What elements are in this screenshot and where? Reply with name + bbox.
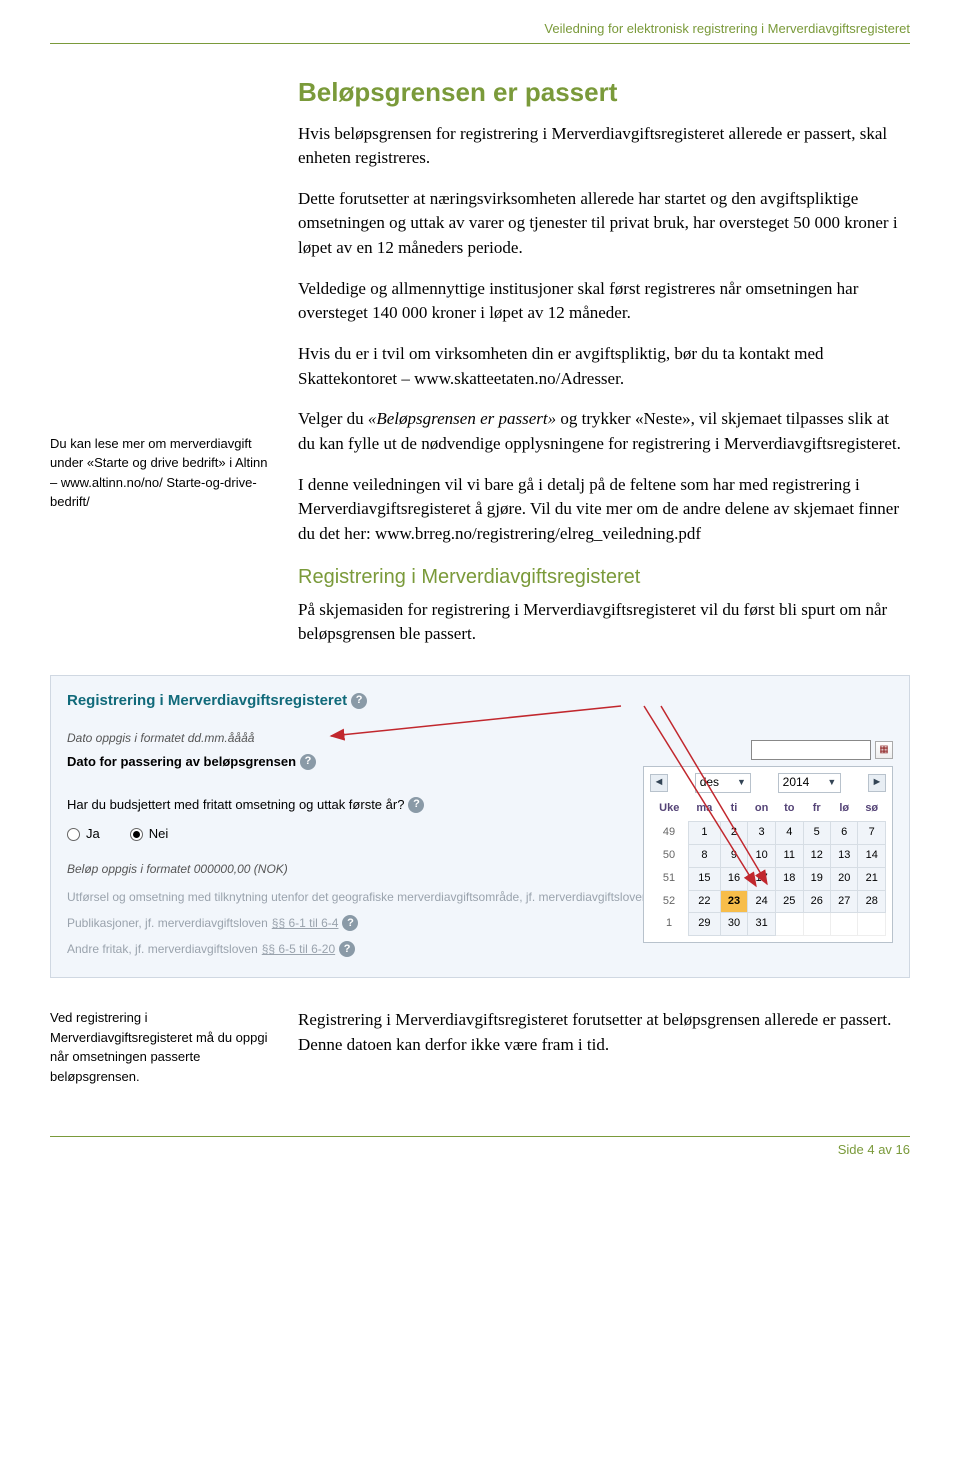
calendar-day[interactable]: 21 (858, 867, 886, 890)
calendar-day[interactable]: 9 (720, 844, 747, 867)
calendar-day[interactable]: 6 (830, 821, 857, 844)
calendar-day[interactable]: 31 (748, 913, 776, 936)
paragraph-6: I denne veiledningen vil vi bare gå i de… (298, 473, 910, 547)
calendar-icon[interactable]: ▦ (875, 741, 893, 759)
calendar-day (858, 913, 886, 936)
header-text: Veiledning for elektronisk registrering … (50, 20, 910, 44)
calendar-day[interactable]: 8 (689, 844, 721, 867)
calendar-day[interactable]: 15 (689, 867, 721, 890)
calendar-day: 50 (650, 844, 689, 867)
calendar-day[interactable]: 13 (830, 844, 857, 867)
calendar-day[interactable]: 2 (720, 821, 747, 844)
calendar-day[interactable]: 18 (776, 867, 803, 890)
calendar-day (803, 913, 830, 936)
calendar-day[interactable]: 11 (776, 844, 803, 867)
calendar-day[interactable]: 19 (803, 867, 830, 890)
paragraph-2: Dette forutsetter at næringsvirksomheten… (298, 187, 910, 261)
paragraph-5: Velger du «Beløpsgrensen er passert» og … (298, 407, 910, 456)
calendar-day: 52 (650, 890, 689, 913)
calendar-day[interactable]: 16 (720, 867, 747, 890)
help-icon[interactable]: ? (351, 693, 367, 709)
bottom-paragraph: Registrering i Merverdiavgiftsregisteret… (298, 1008, 910, 1057)
calendar-day[interactable]: 1 (689, 821, 721, 844)
calendar-day[interactable]: 26 (803, 890, 830, 913)
help-icon[interactable]: ? (300, 754, 316, 770)
calendar-day[interactable]: 5 (803, 821, 830, 844)
calendar-day: 49 (650, 821, 689, 844)
calendar-day[interactable]: 4 (776, 821, 803, 844)
calendar-day[interactable]: 12 (803, 844, 830, 867)
calendar-day: 51 (650, 867, 689, 890)
calendar-day[interactable]: 14 (858, 844, 886, 867)
calendar-day[interactable]: 28 (858, 890, 886, 913)
help-icon[interactable]: ? (408, 797, 424, 813)
calendar-day[interactable]: 17 (748, 867, 776, 890)
calendar-grid[interactable]: Ukemationtofrløsø 4912345675089101112131… (650, 797, 886, 937)
paragraph-3: Veldedige og allmennyttige institusjoner… (298, 277, 910, 326)
sidebar-note: Du kan lese mer om merverdiavgift under … (50, 74, 270, 663)
month-select[interactable]: des▼ (695, 773, 751, 793)
help-icon: ? (342, 915, 358, 931)
calendar-day[interactable]: 20 (830, 867, 857, 890)
calendar-day[interactable]: 3 (748, 821, 776, 844)
form-screenshot: Registrering i Merverdiavgiftsregisteret… (50, 675, 910, 979)
page-title: Beløpsgrensen er passert (298, 74, 910, 112)
datepicker-prev-button[interactable]: ◄ (650, 774, 668, 792)
datepicker-next-button[interactable]: ► (868, 774, 886, 792)
budget-question: Har du budsjettert med fritatt omsetning… (67, 796, 404, 815)
radio-no[interactable]: Nei (130, 825, 169, 844)
date-input[interactable] (751, 740, 871, 760)
page-footer: Side 4 av 16 (50, 1136, 910, 1160)
datepicker[interactable]: ◄ des▼ 2014▼ ► Ukemationtofrløsø 4912345… (643, 766, 893, 944)
calendar-day[interactable]: 30 (720, 913, 747, 936)
subheading: Registrering i Merverdiavgiftsregisteret (298, 563, 910, 592)
calendar-day[interactable]: 7 (858, 821, 886, 844)
calendar-day[interactable]: 29 (689, 913, 721, 936)
calendar-day[interactable]: 22 (689, 890, 721, 913)
radio-yes[interactable]: Ja (67, 825, 100, 844)
calendar-day[interactable]: 10 (748, 844, 776, 867)
paragraph-7: På skjemasiden for registrering i Merver… (298, 598, 910, 647)
bottom-sidebar-note: Ved registrering i Merverdiavgiftsregist… (50, 1008, 270, 1086)
calendar-day[interactable]: 27 (830, 890, 857, 913)
calendar-day[interactable]: 24 (748, 890, 776, 913)
year-select[interactable]: 2014▼ (778, 773, 842, 793)
help-icon: ? (339, 941, 355, 957)
calendar-day: 1 (650, 913, 689, 936)
calendar-day (830, 913, 857, 936)
calendar-day[interactable]: 23 (720, 890, 747, 913)
paragraph-4: Hvis du er i tvil om virksomheten din er… (298, 342, 910, 391)
form-title: Registrering i Merverdiavgiftsregisteret (67, 690, 347, 712)
calendar-day[interactable]: 25 (776, 890, 803, 913)
date-label: Dato for passering av beløpsgrensen (67, 753, 296, 772)
calendar-day (776, 913, 803, 936)
paragraph-1: Hvis beløpsgrensen for registrering i Me… (298, 122, 910, 171)
